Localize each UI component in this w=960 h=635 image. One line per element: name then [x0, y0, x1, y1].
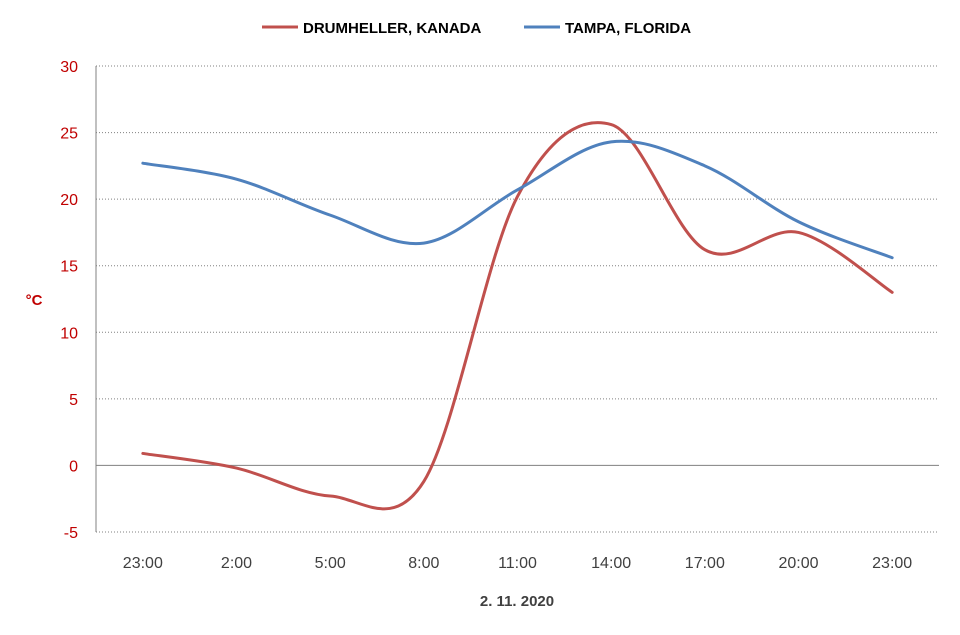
x-tick-label: 14:00: [591, 555, 631, 572]
x-tick-label: 20:00: [778, 555, 818, 572]
y-tick-label: 20: [60, 192, 78, 209]
y-tick-label: 5: [69, 392, 78, 409]
legend: DRUMHELLER, KANADA TAMPA, FLORIDA: [262, 20, 691, 37]
y-tick-labels: -5 0 5 10 15 20 25 30: [60, 59, 78, 542]
y-tick-label: 10: [60, 325, 78, 342]
series-lines: [141, 121, 894, 511]
x-tick-label: 23:00: [123, 555, 163, 572]
legend-label-1: DRUMHELLER, KANADA: [303, 20, 481, 37]
x-tick-label: 8:00: [408, 555, 439, 572]
x-tick-label: 5:00: [315, 555, 346, 572]
y-tick-label: 25: [60, 126, 78, 143]
y-tick-label: 15: [60, 259, 78, 276]
y-tick-label: -5: [64, 525, 78, 542]
legend-label-2: TAMPA, FLORIDA: [565, 20, 691, 37]
gridlines: [96, 65, 939, 533]
x-tick-label: 23:00: [872, 555, 912, 572]
y-tick-label: 0: [69, 458, 78, 475]
y-tick-label: 30: [60, 59, 78, 76]
series-line-2: [141, 139, 894, 260]
x-tick-label: 17:00: [685, 555, 725, 572]
x-tick-label: 2:00: [221, 555, 252, 572]
series-line-1: [141, 121, 894, 511]
x-axis-title: 2. 11. 2020: [480, 593, 554, 610]
y-axis-title: °C: [26, 292, 43, 309]
x-tick-labels: 23:00 2:00 5:00 8:00 11:00 14:00 17:00 20:00 23:…: [123, 555, 912, 572]
x-tick-label: 11:00: [498, 555, 537, 572]
axes: [95, 66, 939, 532]
